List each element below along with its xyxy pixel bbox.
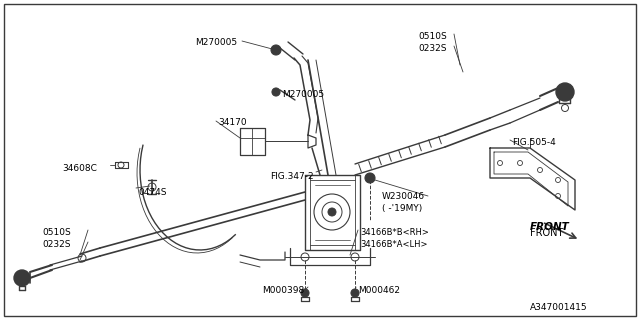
Text: 34166B*A<LH>: 34166B*A<LH>	[360, 240, 428, 249]
Circle shape	[14, 270, 30, 286]
Circle shape	[365, 173, 375, 183]
Circle shape	[272, 88, 280, 96]
Text: W230046: W230046	[382, 192, 425, 201]
Text: A347001415: A347001415	[530, 303, 588, 312]
Text: FIG.347-2: FIG.347-2	[270, 172, 314, 181]
Text: M270005: M270005	[282, 90, 324, 99]
Text: FIG.505-4: FIG.505-4	[512, 138, 556, 147]
Circle shape	[556, 83, 574, 101]
Text: 34170: 34170	[218, 118, 246, 127]
Text: M270005: M270005	[195, 38, 237, 47]
Text: 0232S: 0232S	[42, 240, 70, 249]
Text: M000462: M000462	[358, 286, 400, 295]
Text: 34608C: 34608C	[62, 164, 97, 173]
Text: 0232S: 0232S	[418, 44, 447, 53]
Text: ( -'19MY): ( -'19MY)	[382, 204, 422, 213]
Circle shape	[328, 208, 336, 216]
Text: 0474S: 0474S	[138, 188, 166, 197]
Text: FRONT: FRONT	[530, 222, 570, 232]
Text: FRONT: FRONT	[530, 228, 563, 238]
Circle shape	[351, 289, 359, 297]
Text: 0510S: 0510S	[42, 228, 71, 237]
Text: 34166B*B<RH>: 34166B*B<RH>	[360, 228, 429, 237]
Text: M000398: M000398	[262, 286, 304, 295]
Circle shape	[271, 45, 281, 55]
Text: 0510S: 0510S	[418, 32, 447, 41]
Circle shape	[301, 289, 309, 297]
